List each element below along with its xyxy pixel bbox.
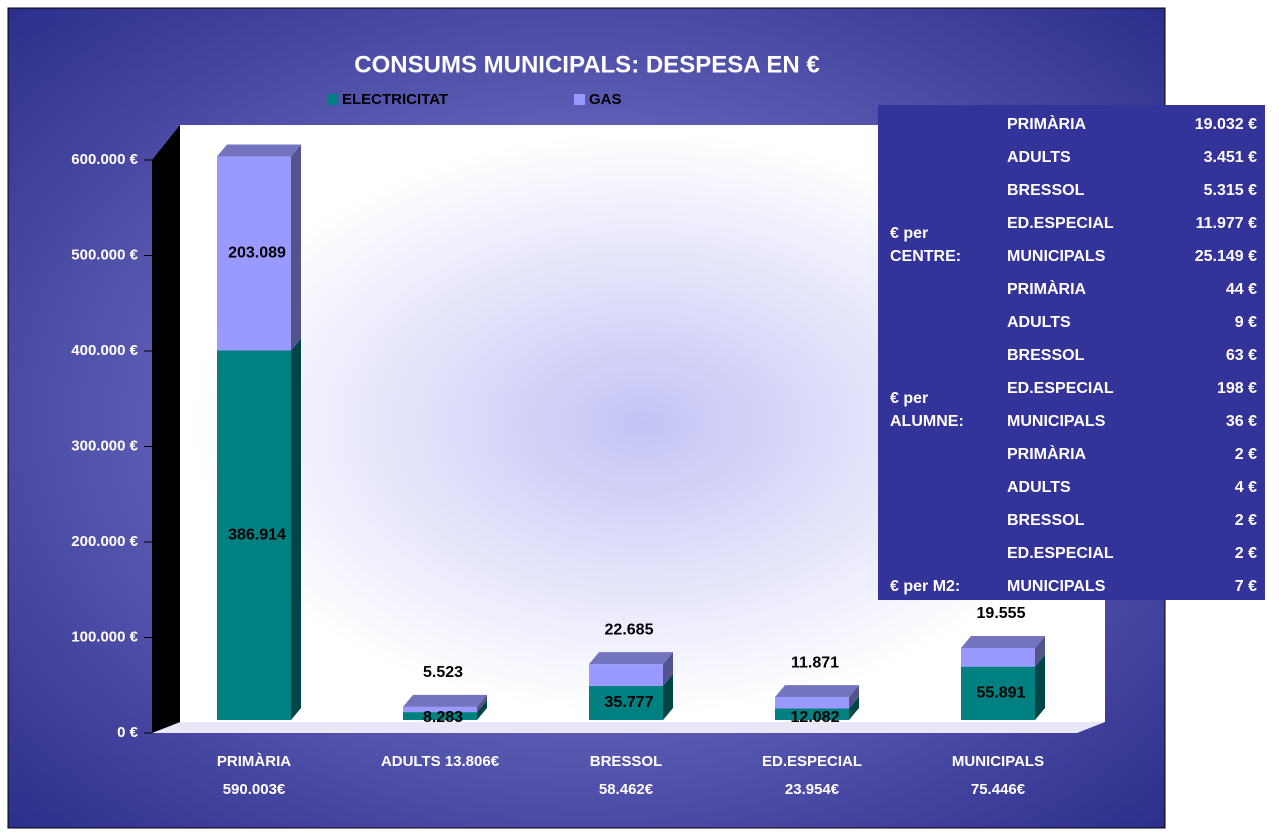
y-tick-label: 100.000 € — [71, 628, 138, 645]
table-value: 11.977 € — [1196, 215, 1258, 232]
table-name: MUNICIPALS — [1007, 413, 1106, 430]
table-value: 25.149 € — [1195, 248, 1257, 265]
bar-side — [849, 685, 859, 709]
bar-top — [775, 685, 859, 698]
table-value: 63 € — [1226, 347, 1257, 364]
y-tick-label: 500.000 € — [71, 246, 138, 263]
y-tick-label: 200.000 € — [71, 533, 138, 550]
bar-side — [663, 652, 673, 686]
bar-segment — [589, 664, 663, 686]
bar-segment — [961, 647, 1035, 667]
table-name: BRESSOL — [1007, 512, 1085, 529]
bar-segment — [775, 697, 849, 709]
x-tick-label: 58.462€ — [599, 781, 654, 798]
bar-side — [663, 673, 673, 720]
legend-swatch — [574, 94, 585, 105]
bar-side — [477, 694, 487, 713]
bar-side — [1035, 654, 1045, 720]
data-label: 11.871 — [791, 654, 839, 671]
data-label: 203.089 — [228, 245, 286, 262]
table-name: BRESSOL — [1007, 182, 1085, 199]
table-name: ADULTS — [1007, 314, 1071, 331]
table-name: PRIMÀRIA — [1007, 279, 1087, 298]
y-tick-label: 400.000 € — [71, 342, 138, 359]
bar-top — [589, 652, 673, 665]
x-tick-label: MUNICIPALS — [952, 753, 1044, 770]
table-group-label: CENTRE: — [890, 248, 961, 265]
table-name: ED.ESPECIAL — [1007, 545, 1114, 562]
table-name: MUNICIPALS — [1007, 248, 1106, 265]
bar-side — [477, 700, 487, 720]
bar-top — [403, 694, 487, 707]
legend-swatch — [327, 94, 338, 105]
table-group-label: € per — [890, 225, 928, 242]
chart-title: CONSUMS MUNICIPALS: DESPESA EN € — [354, 51, 819, 78]
data-label: 5.523 — [423, 664, 463, 681]
legend-label: GAS — [589, 91, 622, 108]
data-label: 55.891 — [977, 685, 1026, 702]
table-value: 2 € — [1235, 545, 1257, 562]
table-value: 19.032 € — [1195, 116, 1257, 133]
bar-segment — [775, 708, 849, 720]
data-label: 12.082 — [791, 709, 840, 726]
table-name: MUNICIPALS — [1007, 578, 1106, 595]
data-label: 35.777 — [605, 694, 654, 711]
bar-side — [291, 144, 301, 351]
data-label: 22.685 — [605, 621, 654, 638]
table-value: 44 € — [1226, 281, 1257, 298]
table-value: 2 € — [1235, 512, 1257, 529]
y-tick-label: 0 € — [117, 724, 139, 741]
bar-top — [961, 635, 1045, 648]
bar-segment — [403, 712, 477, 720]
floor — [152, 722, 1105, 733]
table-value: 4 € — [1235, 479, 1257, 496]
table-name: ADULTS — [1007, 149, 1071, 166]
bar-top — [217, 144, 301, 157]
x-tick-label: BRESSOL — [590, 753, 663, 770]
data-label: 8.283 — [423, 709, 463, 726]
bar-segment — [403, 706, 477, 713]
table-value: 198 € — [1217, 380, 1257, 397]
x-tick-label: 23.954€ — [785, 781, 840, 798]
table-name: ED.ESPECIAL — [1007, 380, 1114, 397]
table-name: ADULTS — [1007, 479, 1071, 496]
bar-segment — [217, 350, 291, 720]
table-value: 2 € — [1235, 446, 1257, 463]
legend-label: ELECTRICITAT — [342, 91, 448, 108]
table-name: ED.ESPECIAL — [1007, 215, 1114, 232]
y-tick-label: 600.000 € — [71, 151, 138, 168]
bar-side — [291, 338, 301, 720]
table-group-label: ALUMNE: — [890, 413, 964, 430]
table-value: 5.315 € — [1204, 182, 1257, 199]
bar-segment — [961, 666, 1035, 720]
bar-side — [1035, 635, 1045, 667]
x-tick-label: 590.003€ — [223, 781, 286, 798]
table-name: PRIMÀRIA — [1007, 114, 1087, 133]
table-value: 7 € — [1235, 578, 1257, 595]
x-tick-label: 75.446€ — [971, 781, 1026, 798]
table-group-label: € per — [890, 390, 928, 407]
table-name: BRESSOL — [1007, 347, 1085, 364]
data-label: 19.555 — [977, 605, 1026, 622]
x-tick-label: ED.ESPECIAL — [762, 753, 862, 770]
table-value: 3.451 € — [1204, 149, 1257, 166]
bar-segment — [589, 685, 663, 720]
table-name: PRIMÀRIA — [1007, 444, 1087, 463]
side-wall — [152, 125, 180, 733]
table-value: 36 € — [1226, 413, 1257, 430]
bar-side — [849, 696, 859, 720]
x-tick-label: ADULTS 13.806€ — [381, 753, 500, 770]
table-group-label: € per M2: — [890, 578, 960, 595]
table-value: 9 € — [1235, 314, 1257, 331]
data-label: 386.914 — [228, 526, 286, 543]
bar-segment — [217, 156, 291, 351]
data-table — [878, 105, 1265, 600]
x-tick-label: PRIMÀRIA — [217, 753, 291, 770]
y-tick-label: 300.000 € — [71, 437, 138, 454]
